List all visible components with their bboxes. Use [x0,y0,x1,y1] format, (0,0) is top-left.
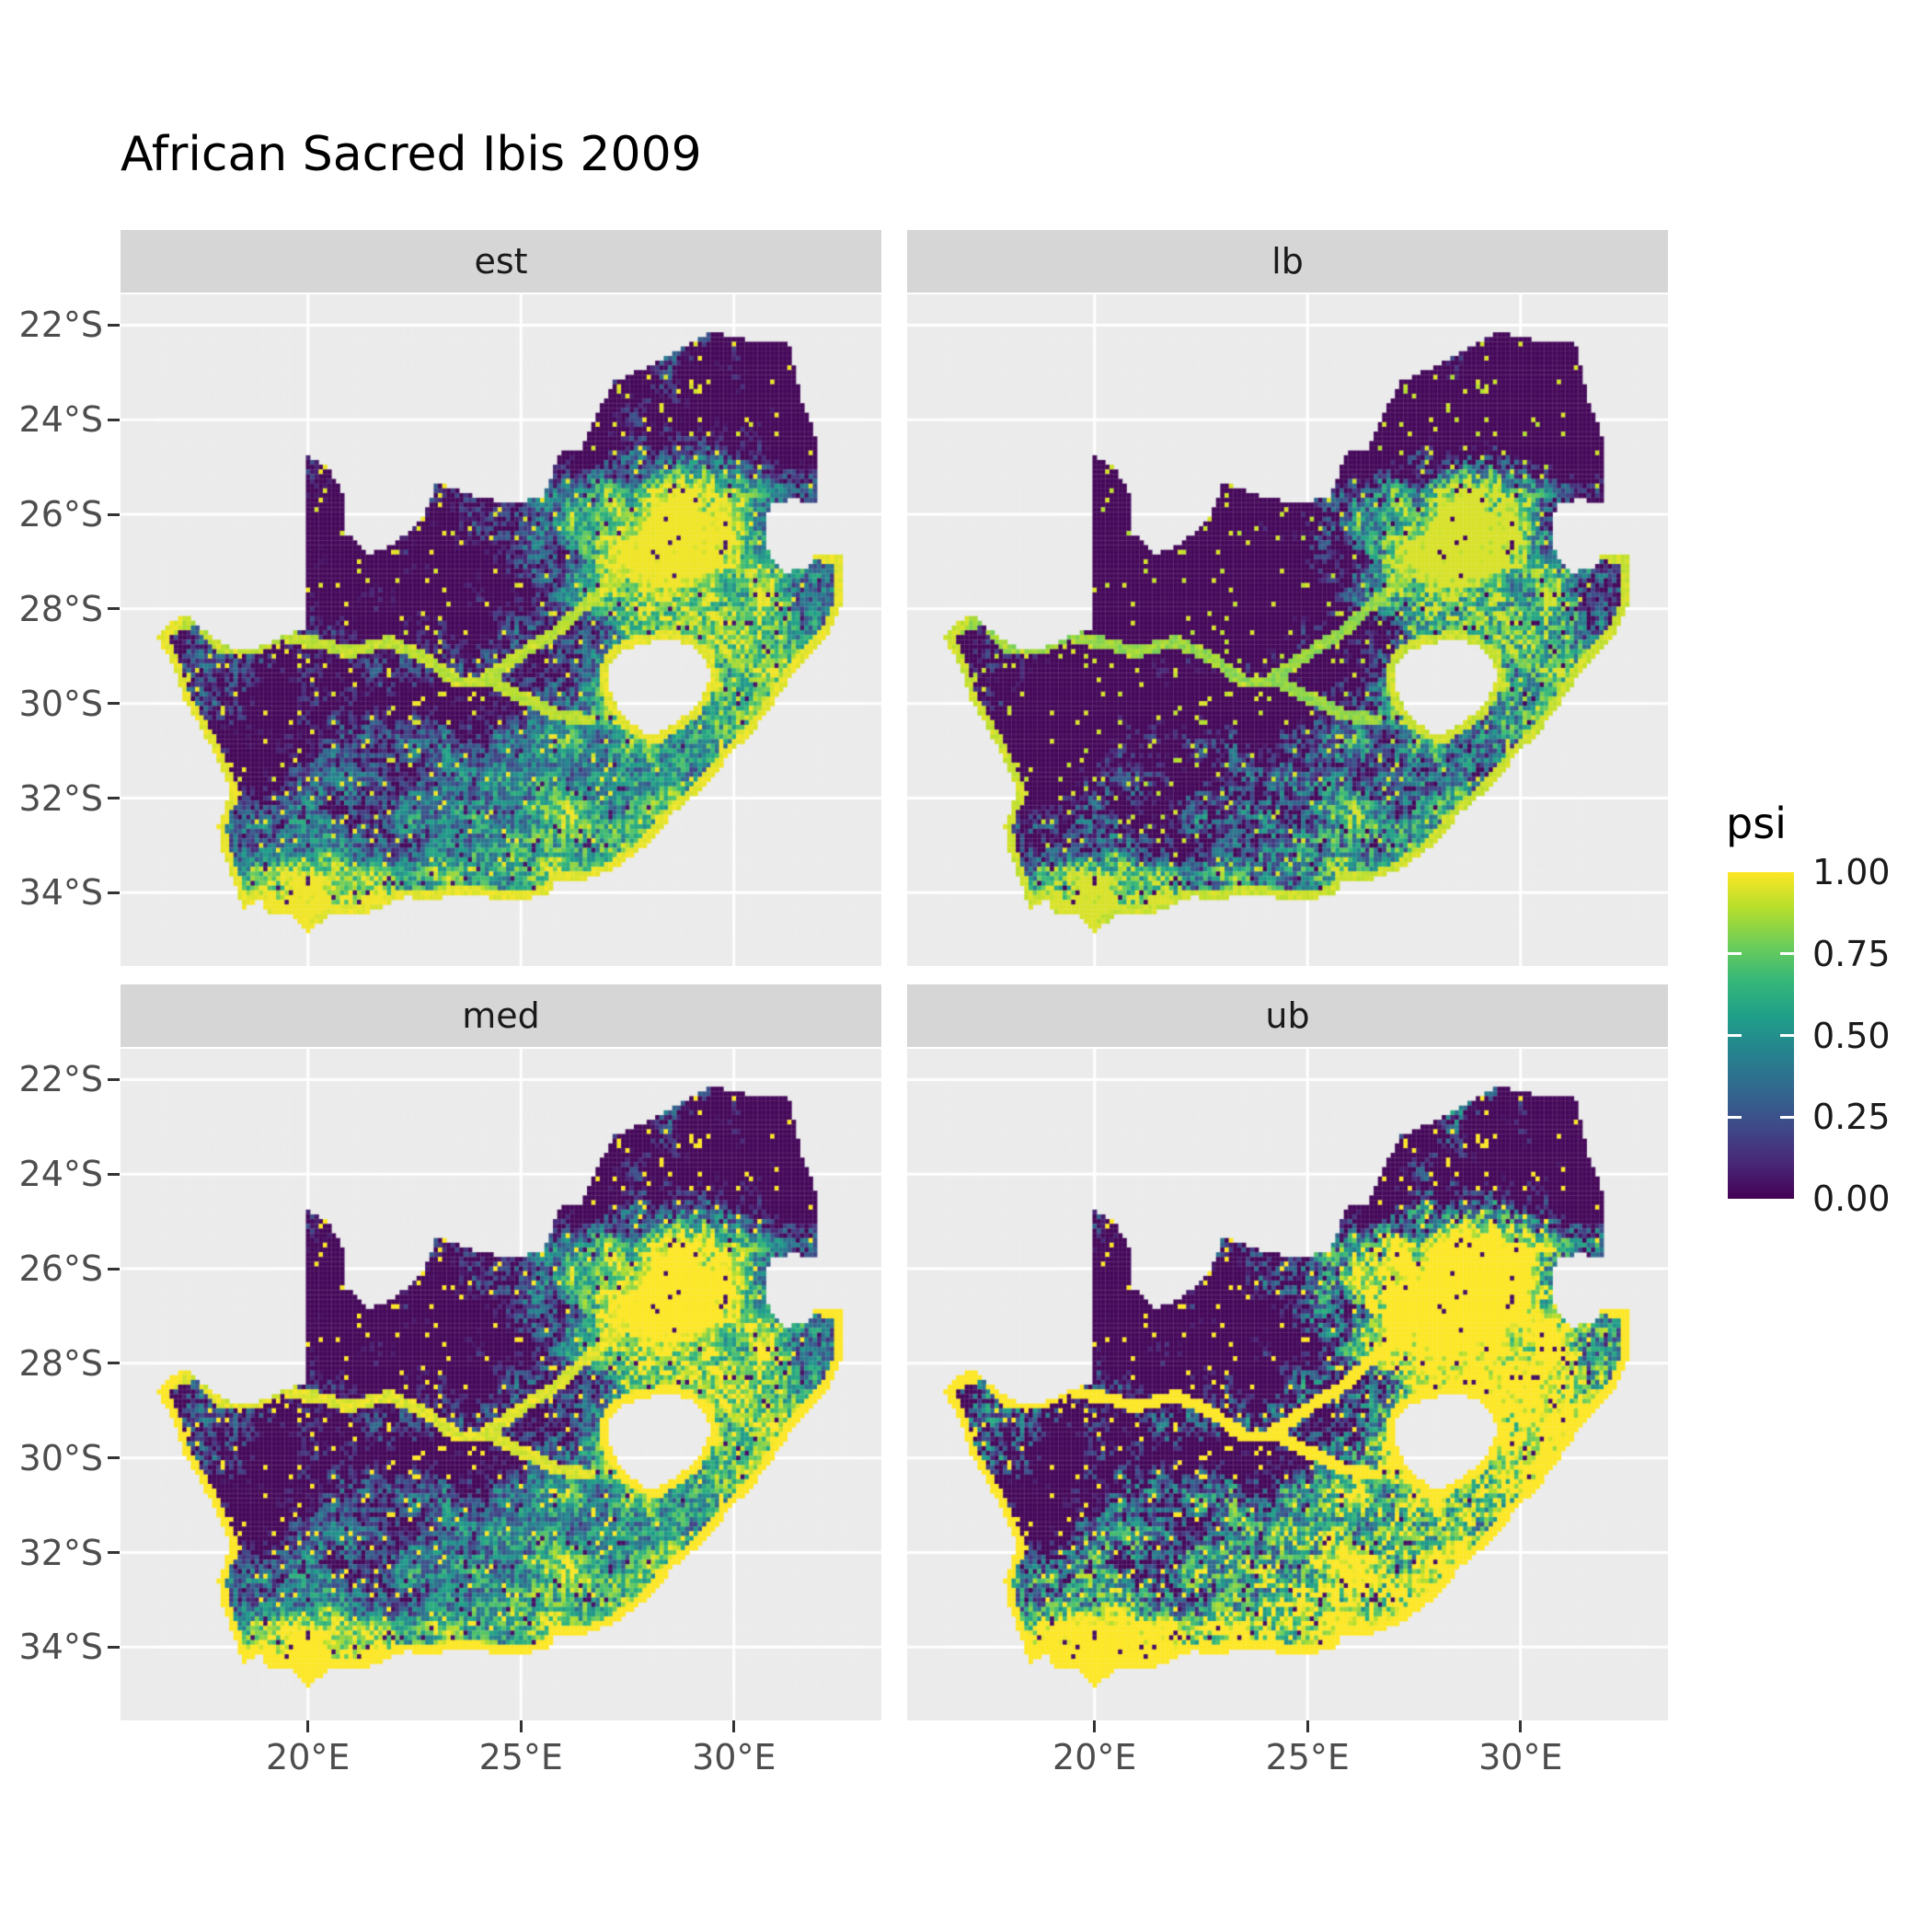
y-axis-tick [108,1645,120,1649]
x-axis-tick-label: 20°E [266,1737,351,1777]
y-axis-tick-label: 30°S [18,683,103,724]
y-axis-tick [108,891,120,894]
y-axis-tick-label: 24°S [18,1154,103,1195]
legend-tick [1728,1034,1742,1037]
plot-title: African Sacred Ibis 2009 [121,127,702,182]
y-axis-tick [108,1456,120,1460]
facet-strip-label-ub: ub [1265,995,1310,1036]
y-axis-tick [108,512,120,516]
y-axis-tick [108,418,120,421]
y-axis-tick [108,1077,120,1081]
legend-tick-label: 1.00 [1812,852,1891,892]
y-axis-tick-label: 34°S [18,1627,103,1668]
y-axis-tick-label: 26°S [18,1248,103,1290]
y-axis-tick [108,1172,120,1176]
y-axis-tick-label: 22°S [18,305,103,346]
x-axis-tick [519,1720,523,1732]
legend-tick [1728,952,1742,956]
y-axis-tick-label: 26°S [18,494,103,535]
y-axis-tick [108,702,120,706]
map-panel-med [121,1049,881,1720]
x-axis-tick [1519,1720,1523,1732]
x-axis-tick-label: 25°E [1265,1737,1350,1777]
facet-strip-med: med [121,984,881,1047]
y-axis-tick [108,607,120,611]
y-axis-tick-label: 28°S [18,588,103,629]
facet-strip-est: est [121,230,881,293]
x-axis-tick-label: 25°E [478,1737,563,1777]
facet-strip-label-lb: lb [1271,241,1304,282]
y-axis-tick-label: 28°S [18,1342,103,1384]
legend-tick [1780,1115,1794,1119]
y-axis-tick [108,797,120,799]
x-axis-tick-label: 20°E [1052,1737,1137,1777]
legend-tick-label: 0.75 [1812,933,1891,974]
facet-strip-lb: lb [907,230,1668,293]
map-panel-ub [907,1049,1668,1720]
y-axis-tick-label: 22°S [18,1059,103,1100]
y-axis-tick-label: 24°S [18,399,103,441]
legend-tick [1728,1115,1742,1119]
map-panel-est [121,294,881,966]
legend-tick [1780,1034,1794,1037]
y-axis-tick [108,1362,120,1365]
legend-tick-label: 0.50 [1812,1015,1891,1056]
y-axis-tick-label: 34°S [18,872,103,914]
x-axis-tick [732,1720,736,1732]
x-axis-tick-label: 30°E [1478,1737,1563,1777]
legend-tick [1780,952,1794,956]
y-axis-tick [108,1267,120,1271]
x-axis-tick [1305,1720,1309,1732]
y-axis-tick-label: 32°S [18,1532,103,1573]
x-axis-tick-label: 30°E [692,1737,776,1777]
y-axis-tick-label: 32°S [18,777,103,819]
map-panel-lb [907,294,1668,966]
facet-strip-label-est: est [474,241,528,282]
y-axis-tick [108,1551,120,1554]
x-axis-tick [306,1720,310,1732]
y-axis-tick-label: 30°S [18,1437,103,1478]
facet-strip-label-med: med [462,995,540,1036]
legend-tick-label: 0.25 [1812,1097,1891,1138]
facet-strip-ub: ub [907,984,1668,1047]
x-axis-tick [1093,1720,1097,1732]
y-axis-tick [108,323,120,327]
legend-title: psi [1726,799,1787,848]
legend-tick-label: 0.00 [1812,1179,1891,1219]
